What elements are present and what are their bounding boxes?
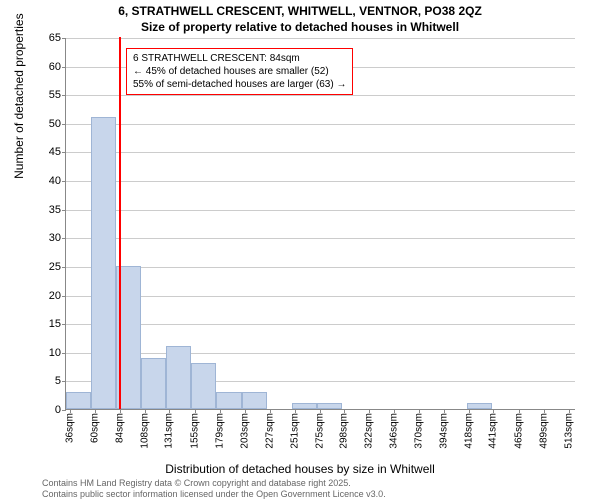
histogram-bar xyxy=(467,403,492,409)
xtick-label: 155sqm xyxy=(189,413,200,449)
ytick-mark xyxy=(62,410,66,411)
gridline-h xyxy=(66,152,575,153)
ytick-mark xyxy=(62,296,66,297)
ytick-label: 65 xyxy=(49,32,61,44)
histogram-bar xyxy=(216,392,241,409)
ytick-label: 20 xyxy=(49,290,61,302)
ytick-label: 10 xyxy=(49,347,61,359)
gridline-h xyxy=(66,353,575,354)
xtick-label: 179sqm xyxy=(214,413,225,449)
ytick-label: 40 xyxy=(49,175,61,187)
xtick-label: 346sqm xyxy=(389,413,400,449)
xtick-label: 418sqm xyxy=(464,413,475,449)
ytick-label: 30 xyxy=(49,232,61,244)
callout-line2: ← 45% of detached houses are smaller (52… xyxy=(133,65,346,78)
gridline-h xyxy=(66,95,575,96)
histogram-bar xyxy=(166,346,191,409)
xtick-label: 131sqm xyxy=(164,413,175,449)
gridline-h xyxy=(66,181,575,182)
ytick-mark xyxy=(62,324,66,325)
ytick-mark xyxy=(62,95,66,96)
ytick-label: 35 xyxy=(49,204,61,216)
xtick-label: 227sqm xyxy=(264,413,275,449)
chart-caption-2: Contains public sector information licen… xyxy=(42,489,386,499)
ytick-mark xyxy=(62,152,66,153)
gridline-h xyxy=(66,124,575,125)
ytick-label: 60 xyxy=(49,61,61,73)
ytick-label: 0 xyxy=(55,404,61,416)
ytick-label: 55 xyxy=(49,89,61,101)
chart-title-main: 6, STRATHWELL CRESCENT, WHITWELL, VENTNO… xyxy=(0,4,600,18)
xtick-label: 203sqm xyxy=(239,413,250,449)
xtick-label: 108sqm xyxy=(140,413,151,449)
ytick-label: 5 xyxy=(55,375,61,387)
xtick-label: 465sqm xyxy=(513,413,524,449)
chart-title-sub: Size of property relative to detached ho… xyxy=(0,20,600,34)
gridline-h xyxy=(66,238,575,239)
ytick-mark xyxy=(62,124,66,125)
ytick-mark xyxy=(62,210,66,211)
xtick-label: 251sqm xyxy=(289,413,300,449)
xtick-label: 84sqm xyxy=(115,413,126,443)
ytick-label: 15 xyxy=(49,318,61,330)
ytick-mark xyxy=(62,181,66,182)
gridline-h xyxy=(66,267,575,268)
xtick-label: 370sqm xyxy=(414,413,425,449)
callout-line3: 55% of semi-detached houses are larger (… xyxy=(133,78,346,91)
xtick-label: 60sqm xyxy=(90,413,101,443)
gridline-h xyxy=(66,210,575,211)
gridline-h xyxy=(66,296,575,297)
xtick-label: 394sqm xyxy=(439,413,450,449)
ytick-mark xyxy=(62,267,66,268)
marker-callout: 6 STRATHWELL CRESCENT: 84sqm ← 45% of de… xyxy=(126,48,353,95)
ytick-label: 50 xyxy=(49,118,61,130)
xtick-label: 275sqm xyxy=(314,413,325,449)
xtick-label: 322sqm xyxy=(364,413,375,449)
gridline-h xyxy=(66,38,575,39)
xtick-label: 441sqm xyxy=(488,413,499,449)
ytick-mark xyxy=(62,381,66,382)
chart-caption-1: Contains HM Land Registry data © Crown c… xyxy=(42,478,351,488)
chart-ylabel: Number of detached properties xyxy=(12,13,26,178)
marker-line xyxy=(119,37,121,409)
ytick-mark xyxy=(62,67,66,68)
histogram-bar xyxy=(141,358,166,410)
histogram-bar xyxy=(242,392,267,409)
xtick-label: 298sqm xyxy=(338,413,349,449)
histogram-bar xyxy=(66,392,91,409)
histogram-bar xyxy=(191,363,216,409)
ytick-mark xyxy=(62,38,66,39)
xtick-label: 513sqm xyxy=(563,413,574,449)
callout-line1: 6 STRATHWELL CRESCENT: 84sqm xyxy=(133,52,346,65)
ytick-label: 45 xyxy=(49,146,61,158)
ytick-mark xyxy=(62,238,66,239)
chart-xlabel: Distribution of detached houses by size … xyxy=(0,462,600,476)
xtick-label: 36sqm xyxy=(65,413,76,443)
plot-area: 0510152025303540455055606536sqm60sqm84sq… xyxy=(65,38,575,410)
histogram-bar xyxy=(91,117,116,409)
gridline-h xyxy=(66,324,575,325)
xtick-label: 489sqm xyxy=(538,413,549,449)
chart-container: 6, STRATHWELL CRESCENT, WHITWELL, VENTNO… xyxy=(0,0,600,500)
ytick-mark xyxy=(62,353,66,354)
ytick-label: 25 xyxy=(49,261,61,273)
